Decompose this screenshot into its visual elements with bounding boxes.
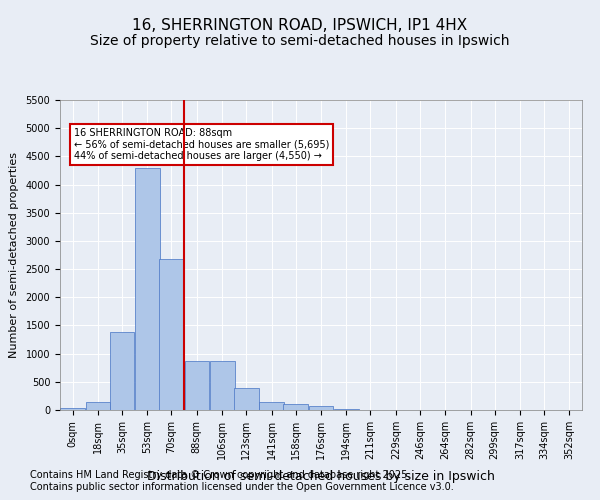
Bar	[234, 388, 259, 410]
Bar	[185, 361, 209, 410]
Bar	[283, 404, 308, 410]
Y-axis label: Number of semi-detached properties: Number of semi-detached properties	[8, 152, 19, 358]
Text: Contains HM Land Registry data © Crown copyright and database right 2025.
Contai: Contains HM Land Registry data © Crown c…	[30, 470, 454, 492]
X-axis label: Distribution of semi-detached houses by size in Ipswich: Distribution of semi-detached houses by …	[147, 470, 495, 483]
Bar	[61, 408, 85, 410]
Text: 16, SHERRINGTON ROAD, IPSWICH, IP1 4HX: 16, SHERRINGTON ROAD, IPSWICH, IP1 4HX	[133, 18, 467, 32]
Bar	[210, 361, 235, 410]
Bar	[159, 259, 184, 410]
Bar	[259, 402, 284, 410]
Bar	[86, 402, 110, 410]
Bar	[110, 332, 134, 410]
Bar	[135, 168, 160, 410]
Text: 16 SHERRINGTON ROAD: 88sqm
← 56% of semi-detached houses are smaller (5,695)
44%: 16 SHERRINGTON ROAD: 88sqm ← 56% of semi…	[74, 128, 329, 162]
Bar	[308, 406, 334, 410]
Text: Size of property relative to semi-detached houses in Ipswich: Size of property relative to semi-detach…	[90, 34, 510, 48]
